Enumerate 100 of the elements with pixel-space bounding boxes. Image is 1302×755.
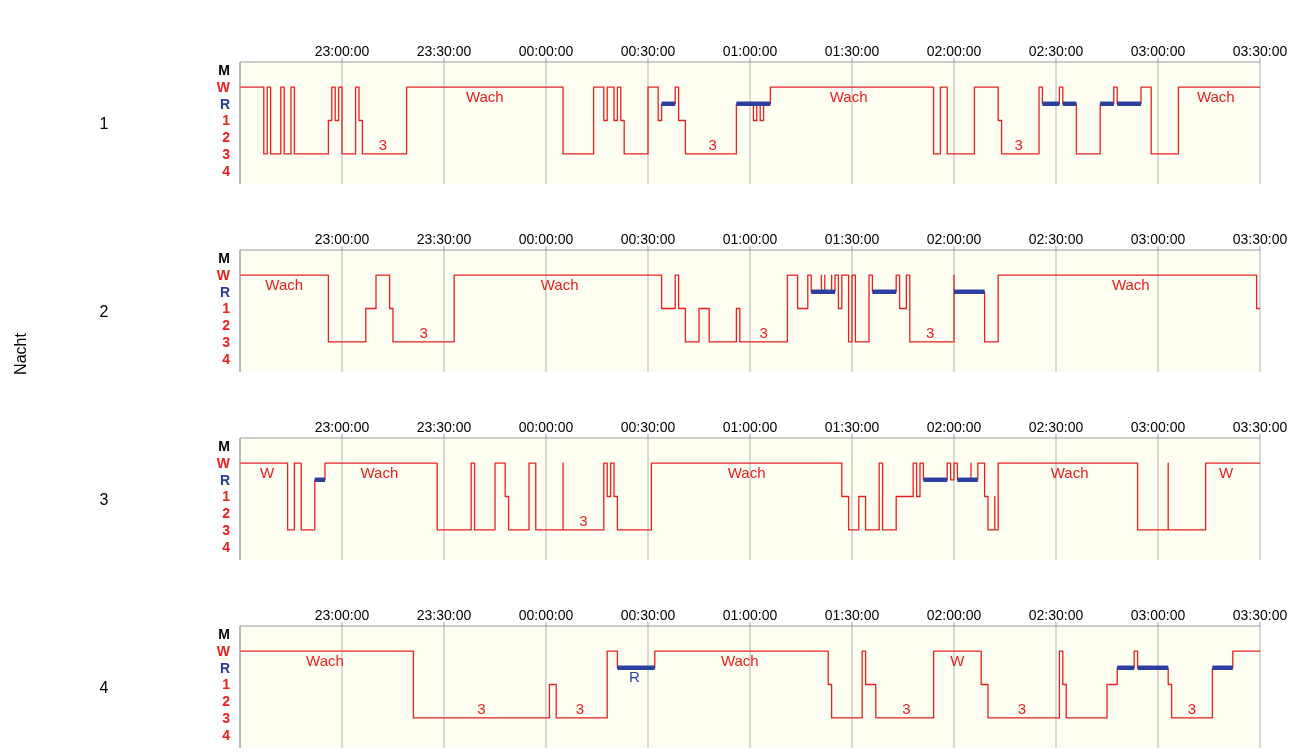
x-tick-label: 23:30:00 <box>416 231 472 247</box>
y-tick-label: 3 <box>222 709 231 726</box>
annotation: 3 <box>1187 699 1197 717</box>
y-tick-label: 3 <box>222 333 231 350</box>
y-axis-title: 4 <box>99 679 109 696</box>
y-tick-label: 2 <box>222 693 231 710</box>
y-tick-label: R <box>219 659 230 676</box>
x-tick-label: 02:00:00 <box>926 607 982 623</box>
x-tick-label: 03:00:00 <box>1130 419 1186 435</box>
annotation: 3 <box>902 699 911 717</box>
y-tick-label: 4 <box>222 162 231 179</box>
annotation: W <box>1218 463 1234 481</box>
x-tick-label: 02:00:00 <box>926 43 982 59</box>
x-tick-label: 01:00:00 <box>722 43 778 59</box>
annotation: Wach <box>1050 463 1089 481</box>
annotation: Wach <box>360 463 399 481</box>
text: Nacht <box>12 332 29 375</box>
y-tick-label: W <box>216 267 231 284</box>
x-tick-label: 02:00:00 <box>926 231 982 247</box>
y-axis-title: 1 <box>99 115 109 132</box>
x-tick-label: 23:00:00 <box>314 419 370 435</box>
annotation: 3 <box>579 511 588 529</box>
x-tick-label: 02:00:00 <box>926 419 982 435</box>
y-axis-title: 3 <box>99 491 109 508</box>
x-tick-label: 23:30:00 <box>416 607 472 623</box>
y-tick-label: W <box>216 79 231 96</box>
x-tick-label: 03:30:00 <box>1232 43 1288 59</box>
annotation: 3 <box>477 699 486 717</box>
annotation: Wach <box>727 463 766 481</box>
x-tick-label: 00:00:00 <box>518 231 574 247</box>
x-tick-label: 00:30:00 <box>620 419 676 435</box>
x-tick-label: 03:30:00 <box>1232 419 1288 435</box>
annotation: 3 <box>759 323 768 341</box>
y-tick-label: 3 <box>222 145 231 162</box>
x-tick-label: 23:00:00 <box>314 231 370 247</box>
annotation: Wach <box>265 275 304 293</box>
annotation: W <box>950 651 966 669</box>
x-tick-label: 00:00:00 <box>518 607 574 623</box>
annotation: Wach <box>306 651 344 669</box>
annotation: Wach <box>720 651 759 669</box>
y-tick-label: 1 <box>222 112 231 129</box>
annotation: Wach <box>465 87 504 105</box>
x-tick-label: 02:30:00 <box>1028 231 1084 247</box>
y-tick-label: M <box>218 438 230 455</box>
y-axis-title: 2 <box>99 303 109 320</box>
y-tick-label: W <box>216 643 231 660</box>
annotation: R <box>628 668 640 686</box>
y-tick-label: 1 <box>222 488 231 505</box>
x-tick-label: 03:00:00 <box>1130 231 1186 247</box>
x-tick-label: 02:30:00 <box>1028 43 1084 59</box>
y-tick-label: R <box>219 95 230 112</box>
annotation: Wach <box>829 87 868 105</box>
x-tick-label: 01:00:00 <box>722 231 778 247</box>
annotation: 3 <box>378 135 387 153</box>
x-tick-label: 00:30:00 <box>620 43 676 59</box>
y-tick-label: R <box>219 283 230 300</box>
x-tick-label: 02:30:00 <box>1028 419 1084 435</box>
annotation: W <box>260 463 276 481</box>
x-tick-label: 03:00:00 <box>1130 607 1186 623</box>
y-tick-label: 2 <box>222 129 231 146</box>
y-tick-label: R <box>219 471 230 488</box>
y-tick-label: M <box>218 62 230 79</box>
y-tick-label: M <box>218 250 230 267</box>
x-tick-label: 03:30:00 <box>1232 607 1288 623</box>
x-tick-label: 23:30:00 <box>416 43 472 59</box>
x-tick-label: 02:30:00 <box>1028 607 1084 623</box>
x-tick-label: 23:30:00 <box>416 419 472 435</box>
x-tick-label: 00:30:00 <box>620 231 676 247</box>
x-tick-label: 23:00:00 <box>314 43 370 59</box>
annotation: 3 <box>1017 699 1027 717</box>
annotation: Wach <box>1196 87 1235 105</box>
x-tick-label: 01:30:00 <box>824 231 880 247</box>
x-tick-label: 01:30:00 <box>824 43 880 59</box>
x-tick-label: 23:00:00 <box>314 607 370 623</box>
annotation: 3 <box>708 135 717 153</box>
y-tick-label: 4 <box>222 538 231 555</box>
annotation: 3 <box>1014 135 1023 153</box>
y-tick-label: 3 <box>222 521 231 538</box>
y-tick-label: 1 <box>222 676 231 693</box>
y-tick-label: 1 <box>222 300 231 317</box>
x-tick-label: 01:00:00 <box>722 607 778 623</box>
y-tick-label: 4 <box>222 726 231 743</box>
x-tick-label: 01:30:00 <box>824 607 880 623</box>
annotation: Wach <box>540 275 579 293</box>
x-tick-label: 01:30:00 <box>824 419 880 435</box>
y-tick-label: 2 <box>222 317 231 334</box>
annotation: 3 <box>575 699 585 717</box>
y-tick-label: 4 <box>222 350 231 367</box>
x-tick-label: 01:00:00 <box>722 419 778 435</box>
y-tick-label: 2 <box>222 505 231 522</box>
x-tick-label: 03:30:00 <box>1232 231 1288 247</box>
y-tick-label: W <box>216 455 231 472</box>
annotation: Wach <box>1111 275 1150 293</box>
x-tick-label: 00:30:00 <box>620 607 676 623</box>
x-tick-label: 03:00:00 <box>1130 43 1186 59</box>
x-tick-label: 00:00:00 <box>518 43 574 59</box>
annotation: 3 <box>926 323 935 341</box>
annotation: 3 <box>419 323 428 341</box>
x-tick-label: 00:00:00 <box>518 419 574 435</box>
y-tick-label: M <box>218 626 230 643</box>
